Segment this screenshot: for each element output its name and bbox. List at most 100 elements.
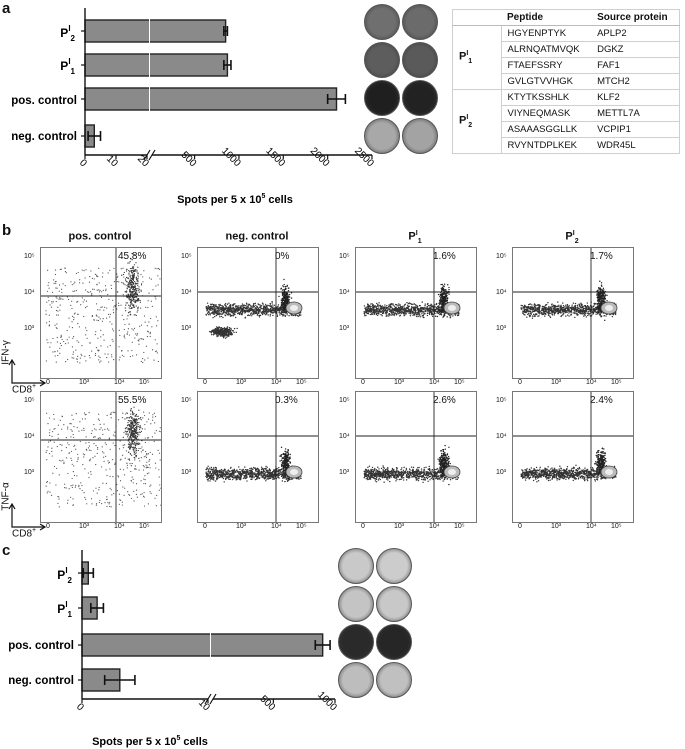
flow-column-title: PI2 — [565, 230, 579, 245]
c-xlabel: Spots per 5 x 105 cells — [92, 735, 208, 748]
flow-x-tick-label: 10⁵ — [454, 379, 465, 386]
flow-x-tick-label: 10³ — [79, 379, 90, 386]
table-cell-peptide: FTAEFSSRY — [501, 57, 592, 74]
flow-x-tick-label: 10⁴ — [114, 523, 125, 530]
a-cat-neg: neg. control — [11, 131, 77, 143]
table-row: ALRNQATMVQK DGKZ — [453, 41, 680, 58]
flow-x-tick-label: 10⁴ — [586, 379, 597, 386]
chart-bar — [84, 19, 227, 43]
flow-events — [363, 283, 461, 319]
flow-x-tick-label: 0 — [203, 523, 207, 530]
flow-x-tick-label: 10³ — [394, 379, 405, 386]
axis-break-mark — [209, 693, 217, 705]
flow-plot — [355, 247, 477, 379]
flow-x-tick-label: 10⁵ — [139, 523, 150, 530]
flow-x-tick-label: 10⁵ — [611, 523, 622, 530]
flow-events — [205, 278, 303, 339]
flow-y-tick-label: 10³ — [181, 325, 192, 332]
flow-y-tick-label: 10⁵ — [24, 253, 35, 260]
axis-break-gap — [149, 53, 150, 77]
table-cell-protein: FAF1 — [591, 57, 680, 74]
c-elispot-well — [338, 548, 374, 584]
c-cat-pos: pos. control — [8, 640, 74, 652]
a-elispot-well — [364, 4, 400, 40]
x-tick-label: 1000 — [219, 146, 243, 170]
table-cell-protein: DGKZ — [591, 41, 680, 58]
a-elispot-well — [402, 118, 438, 154]
flow-column-title: pos. control — [68, 230, 132, 243]
flow-x-tick-label: 10⁴ — [114, 379, 125, 386]
table-cell-protein: METTL7A — [591, 105, 680, 122]
table-cell-peptide: GVLGTVVHGK — [501, 73, 592, 90]
flow-y-tick-label: 10³ — [496, 325, 507, 332]
a-elispot-well — [364, 80, 400, 116]
table-header-empty — [452, 9, 501, 26]
flow-y-tick-label: 10³ — [24, 469, 35, 476]
quadrant-percentage: 45.8% — [118, 251, 147, 262]
c-elispot-well — [376, 548, 412, 584]
a-elispot-well — [364, 118, 400, 154]
flow-x-tick-label: 10⁴ — [271, 523, 282, 530]
flow-x-axis-label: CD8+ — [12, 383, 37, 396]
table-row: GVLGTVVHGK MTCH2 — [453, 73, 680, 90]
flow-y-tick-label: 10⁴ — [24, 433, 35, 440]
x-tick-label: 10 — [196, 697, 212, 713]
flow-x-tick-label: 10⁵ — [454, 523, 465, 530]
flow-x-tick-label: 10⁴ — [586, 523, 597, 530]
x-tick-label: 2000 — [308, 146, 332, 170]
table-cell-protein: WDR45L — [591, 137, 680, 154]
table-cell-peptide: VIYNEQMASK — [501, 105, 592, 122]
flow-plot — [512, 247, 634, 379]
c-elispot-well — [338, 586, 374, 622]
x-tick-label: 20 — [135, 153, 151, 169]
flow-x-tick-label: 10³ — [394, 523, 405, 530]
c-elispot-well — [376, 586, 412, 622]
flow-x-tick-label: 10⁴ — [429, 379, 440, 386]
table-cell-peptide: HGYENPTYK — [501, 25, 592, 42]
x-tick-label: 1000 — [315, 690, 339, 714]
a-cat-p2: PI2 — [60, 24, 75, 43]
table-row: PI2 KTYTKSSHLK KLF2 — [452, 89, 680, 154]
c-elispot-well — [338, 624, 374, 660]
flow-x-tick-label: 10³ — [551, 379, 562, 386]
c-elispot-well — [376, 662, 412, 698]
a-elispot-well — [364, 42, 400, 78]
flow-y-tick-label: 10⁵ — [339, 253, 350, 260]
flow-x-tick-label: 0 — [361, 379, 365, 386]
table-header-source: Source protein — [591, 9, 680, 26]
axis-break-gap — [210, 633, 211, 657]
c-elispot-well — [338, 662, 374, 698]
flow-y-tick-label: 10³ — [181, 469, 192, 476]
flow-x-tick-label: 10⁵ — [139, 379, 150, 386]
table-cell-peptide: RVYNTDPLKEK — [501, 137, 592, 154]
x-tick-label: 500 — [257, 694, 277, 714]
table-cell-peptide: ALRNQATMVQK — [501, 41, 592, 58]
axis-break-gap — [149, 19, 150, 43]
panel-a-chart: 0 10 20 500 1000 1500 2000 2500 PI2 PI1 pos. co… — [11, 8, 376, 206]
flow-axis-arrows — [8, 359, 47, 387]
flow-x-tick-label: 0 — [46, 523, 50, 530]
x-tick-label: 10 — [104, 153, 120, 169]
flow-y-tick-label: 10³ — [24, 325, 35, 332]
flow-y-tick-label: 10³ — [339, 469, 350, 476]
quadrant-percentage: 2.6% — [433, 395, 456, 406]
panel-c-label: c — [2, 542, 11, 559]
table-cell-protein: APLP2 — [591, 25, 680, 42]
flow-events — [45, 406, 161, 508]
table-row: ASAAASGGLLK VCPIP1 — [453, 121, 680, 138]
table-cell-protein: KLF2 — [591, 89, 680, 106]
c-cat-neg: neg. control — [8, 675, 74, 687]
flow-y-tick-label: 10⁴ — [339, 433, 350, 440]
flow-x-tick-label: 10⁵ — [611, 379, 622, 386]
table-cell-peptide: KTYTKSSHLK — [501, 89, 592, 106]
flow-x-tick-label: 0 — [361, 523, 365, 530]
flow-y-tick-label: 10⁴ — [496, 289, 507, 296]
panel-b-flow-plots: pos. control neg. control PI1 PI2 45.8% 10⁵ 10… — [0, 225, 685, 539]
table-cell-peptide: ASAAASGGLLK — [501, 121, 592, 138]
quadrant-percentage: 2.4% — [590, 395, 613, 406]
flow-y-tick-label: 10⁴ — [496, 433, 507, 440]
c-cat-p1: PI1 — [57, 600, 72, 619]
flow-plot — [355, 391, 477, 523]
peptide-table-wrap: Peptide Source protein PI1 HGYENPTYK APLP2… — [452, 9, 680, 154]
x-tick-label: 0 — [74, 701, 86, 713]
